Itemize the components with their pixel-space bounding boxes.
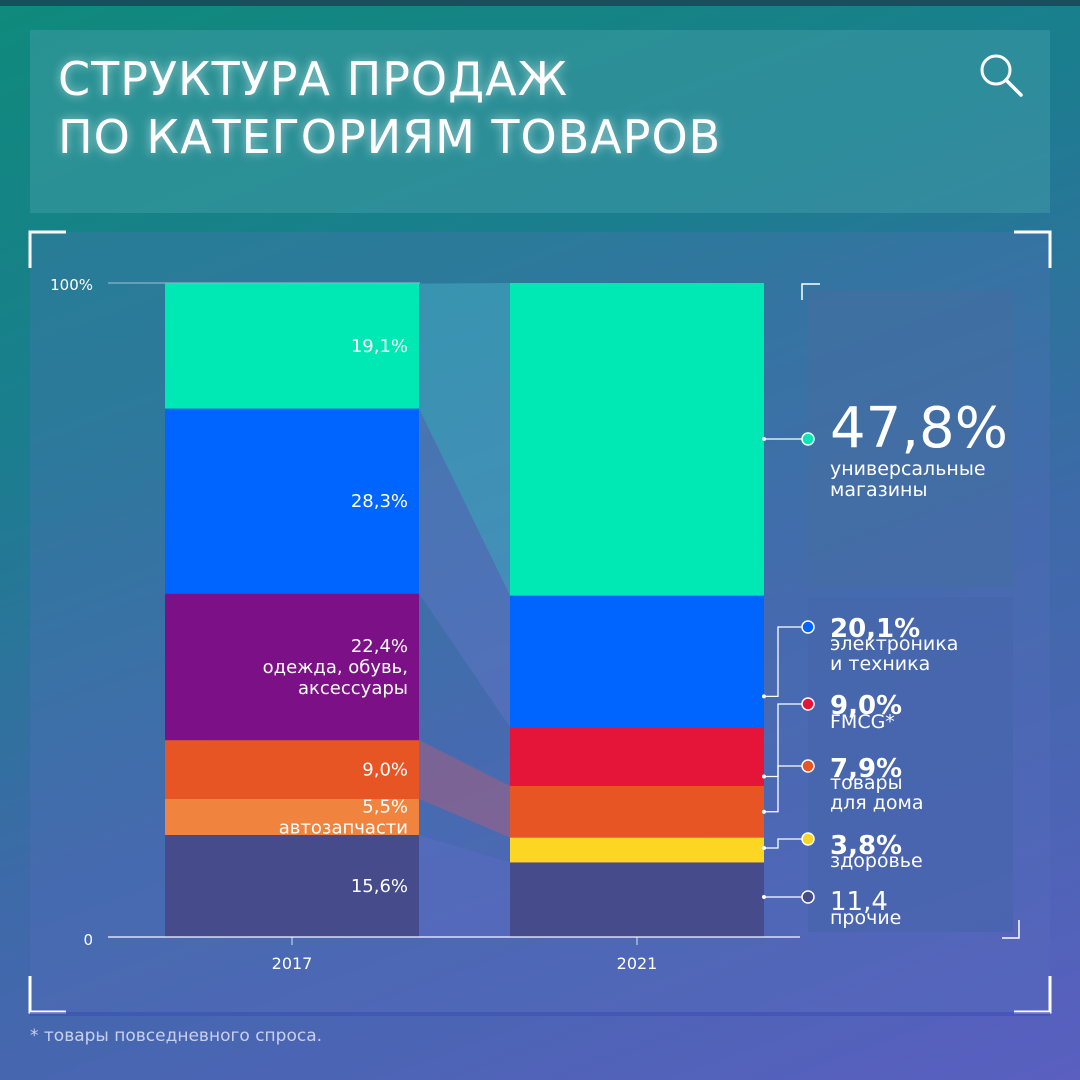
legend-value-3: 7,9% bbox=[830, 754, 902, 784]
legend-box-bottom bbox=[808, 597, 1013, 932]
legend-name-1-0: электроника bbox=[830, 633, 958, 655]
bar-segment-2021-7 bbox=[510, 283, 764, 596]
x-tick-label-2017: 2017 bbox=[272, 954, 313, 973]
bar-label-2017-5-0: 22,4% bbox=[351, 636, 408, 657]
bar-label-2017-3-0: 9,0% bbox=[362, 760, 408, 781]
search-icon[interactable] bbox=[978, 52, 1024, 98]
legend-bracket-bottom bbox=[1002, 920, 1020, 939]
y-tick-0: 0 bbox=[83, 931, 93, 949]
legend-value-1: 20,1% bbox=[830, 614, 920, 644]
legend-name-3-0: товары bbox=[830, 772, 903, 794]
bar-segment-2021-4 bbox=[510, 727, 764, 786]
bar-segment-2017-3 bbox=[165, 740, 419, 800]
corner-bracket-3 bbox=[1014, 976, 1052, 1014]
legend-value-0: 47,8% bbox=[830, 396, 1008, 461]
legend-name-4-0: здоровье bbox=[830, 850, 923, 872]
bar-label-2017-7-0: 19,1% bbox=[351, 336, 408, 357]
legend-dot-2 bbox=[801, 697, 815, 711]
y-tick-100: 100% bbox=[50, 276, 93, 294]
bar-label-2017-2-0: 5,5% bbox=[362, 796, 408, 817]
legend-dot-3 bbox=[801, 759, 815, 773]
ribbon-home bbox=[419, 740, 510, 838]
bar-segment-2021-0 bbox=[510, 862, 764, 937]
page-title-line-1: СТРУКТУРА ПРОДАЖ bbox=[58, 52, 569, 106]
bar-segment-2021-6 bbox=[510, 595, 764, 728]
corner-bracket-2 bbox=[28, 976, 66, 1014]
bar-segment-2017-2 bbox=[165, 799, 419, 835]
bar-segment-2017-7 bbox=[165, 283, 419, 409]
legend-dot-1 bbox=[801, 620, 815, 634]
corner-bracket-0 bbox=[28, 230, 66, 268]
bar-segment-2021-3 bbox=[510, 785, 764, 838]
legend-bracket-top bbox=[801, 283, 820, 300]
legend-value-5: 11,4 bbox=[830, 887, 888, 917]
legend-leader-4 bbox=[764, 838, 808, 849]
bar-label-2017-5-2: аксессуары bbox=[298, 678, 408, 699]
legend-value-2: 9,0% bbox=[830, 691, 902, 721]
bar-segment-2017-6 bbox=[165, 408, 419, 594]
bar-label-2017-6-0: 28,3% bbox=[351, 491, 408, 512]
corner-bracket-1 bbox=[1014, 230, 1052, 268]
ribbon-other bbox=[419, 834, 510, 937]
legend-name-1-1: и техника bbox=[830, 653, 930, 675]
ribbon-electronics bbox=[419, 408, 510, 728]
bar-segment-2017-5 bbox=[165, 593, 419, 741]
legend-name-5-0: прочие bbox=[830, 907, 901, 929]
footnote: * товары повседневного спроса. bbox=[30, 1026, 323, 1046]
legend-name-2-0: FMCG* bbox=[830, 711, 895, 733]
legend-value-4: 3,8% bbox=[830, 831, 902, 861]
bar-label-2017-0-0: 15,6% bbox=[351, 876, 408, 897]
legend-leader-3 bbox=[764, 765, 808, 813]
legend-box-top bbox=[808, 290, 1013, 587]
legend-dot-0 bbox=[801, 432, 815, 446]
legend-name-0-1: магазины bbox=[830, 479, 927, 501]
x-tick-label-2021: 2021 bbox=[617, 954, 658, 973]
bar-label-2017-2-1: автозапчасти bbox=[279, 817, 408, 838]
legend-dot-5 bbox=[801, 890, 815, 904]
legend-name-0-0: универсальные bbox=[830, 458, 986, 480]
bar-segment-2021-1 bbox=[510, 837, 764, 863]
bar-segment-2017-0 bbox=[165, 834, 419, 937]
legend-name-3-1: для дома bbox=[830, 792, 924, 814]
page-title-line-2: ПО КАТЕГОРИЯМ ТОВАРОВ bbox=[58, 110, 722, 164]
legend-leader-2 bbox=[764, 703, 808, 778]
legend-dot-4 bbox=[801, 832, 815, 846]
legend-leader-1 bbox=[764, 626, 808, 697]
title-box bbox=[30, 30, 1050, 213]
top-strip bbox=[0, 0, 1080, 6]
bottom-strip bbox=[30, 1012, 1050, 1016]
ribbon-universal bbox=[419, 283, 510, 596]
bar-label-2017-5-1: одежда, обувь, bbox=[263, 657, 408, 678]
